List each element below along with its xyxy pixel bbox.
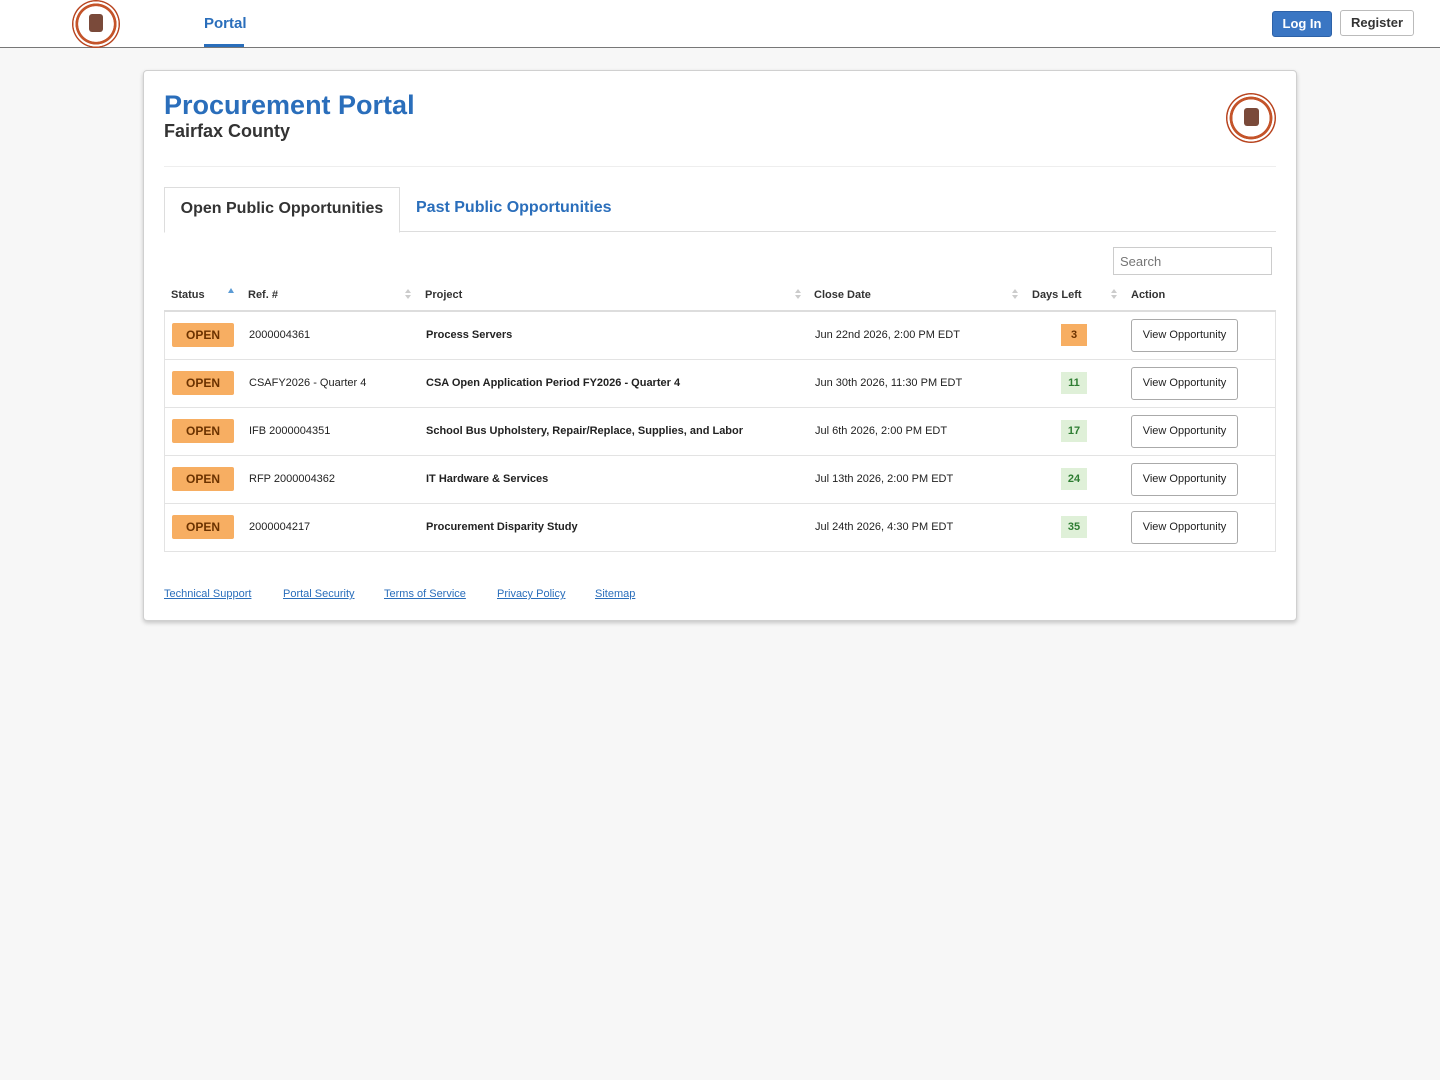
top-nav	[0, 0, 1440, 48]
sort-icon	[228, 288, 234, 293]
view-button[interactable]: View Opportunity	[1131, 511, 1238, 544]
project-name: IT Hardware & Services	[426, 473, 549, 485]
view-button[interactable]: View Opportunity	[1131, 415, 1238, 448]
sort-icon	[795, 289, 801, 293]
table-row: OPEN IFB 2000004351 School Bus Upholstery,…	[164, 408, 1276, 456]
view-button[interactable]: View Opportunity	[1131, 463, 1238, 496]
sort-icon	[405, 295, 411, 299]
sort-icon	[795, 295, 801, 299]
register-button[interactable]: Register	[1340, 10, 1414, 36]
sort-icon	[1012, 295, 1018, 299]
days-left: 3	[1061, 324, 1087, 346]
footer-link[interactable]: Terms of Service	[384, 588, 466, 600]
county-seal[interactable]	[72, 0, 120, 48]
nav-link[interactable]: Portal	[204, 15, 247, 32]
sort-icon	[1111, 295, 1117, 299]
status-badge: OPEN	[172, 323, 234, 347]
close-date: Jun 30th 2026, 11:30 PM EDT	[815, 377, 963, 389]
ref-number: IFB 2000004351	[249, 425, 331, 437]
table-row: OPEN 2000004361 Process Servers Jun 22nd 20…	[164, 312, 1276, 360]
table-row: OPEN CSAFY2026 - Quarter 4 CSA Open Applic…	[164, 360, 1276, 408]
close-date: Jul 13th 2026, 2:00 PM EDT	[815, 473, 954, 485]
project-name: Procurement Disparity Study	[426, 521, 578, 533]
page-title: Procurement Portal	[164, 90, 415, 120]
ref-number: 2000004217	[249, 521, 311, 533]
ref-number: CSAFY2026 - Quarter 4	[249, 377, 367, 389]
column-header[interactable]: Action	[1131, 289, 1166, 301]
ref-number: RFP 2000004362	[249, 473, 336, 485]
tab-active[interactable]: Open Public Opportunities	[164, 187, 400, 233]
status-badge: OPEN	[172, 371, 234, 395]
status-badge: OPEN	[172, 419, 234, 443]
column-header[interactable]: Days Left	[1032, 289, 1082, 301]
sort-icon	[1111, 289, 1117, 293]
card	[143, 70, 1297, 621]
days-left: 35	[1061, 516, 1087, 538]
column-header[interactable]: Ref. #	[248, 289, 278, 301]
table-row: OPEN 2000004217 Procurement Disparity Stud…	[164, 504, 1276, 552]
days-left: 17	[1061, 420, 1087, 442]
close-date: Jul 24th 2026, 4:30 PM EDT	[815, 521, 954, 533]
tab-line	[164, 231, 1276, 232]
column-header[interactable]: Close Date	[814, 289, 871, 301]
footer-link[interactable]: Privacy Policy	[497, 588, 566, 600]
search-input[interactable]	[1113, 247, 1272, 275]
active-indicator	[204, 44, 244, 47]
county-seal	[1226, 93, 1276, 143]
sort-icon	[1012, 289, 1018, 293]
view-button[interactable]: View Opportunity	[1131, 319, 1238, 352]
header-rule	[164, 310, 1276, 312]
login-button[interactable]: Log In	[1272, 11, 1332, 37]
footer-link[interactable]: Sitemap	[595, 588, 636, 600]
column-header[interactable]: Project	[425, 289, 463, 301]
status-badge: OPEN	[172, 515, 234, 539]
column-header[interactable]: Status	[171, 289, 205, 301]
close-date: Jul 6th 2026, 2:00 PM EDT	[815, 425, 948, 437]
divider	[164, 166, 1276, 167]
days-left: 24	[1061, 468, 1087, 490]
project-name: School Bus Upholstery, Repair/Replace, S…	[426, 425, 744, 437]
sort-icon	[405, 289, 411, 293]
page-subtitle: Fairfax County	[164, 121, 291, 141]
project-name: Process Servers	[426, 329, 513, 341]
project-name: CSA Open Application Period FY2026 - Qua…	[426, 377, 681, 389]
status-badge: OPEN	[172, 467, 234, 491]
ref-number: 2000004361	[249, 329, 311, 341]
view-button[interactable]: View Opportunity	[1131, 367, 1238, 400]
tab[interactable]: Past Public Opportunities	[416, 199, 612, 216]
days-left: 11	[1061, 372, 1087, 394]
footer-link[interactable]: Technical Support	[164, 588, 252, 600]
close-date: Jun 22nd 2026, 2:00 PM EDT	[815, 329, 960, 341]
footer-link[interactable]: Portal Security	[283, 588, 355, 600]
table-row: OPEN RFP 2000004362 IT Hardware & Services…	[164, 456, 1276, 504]
